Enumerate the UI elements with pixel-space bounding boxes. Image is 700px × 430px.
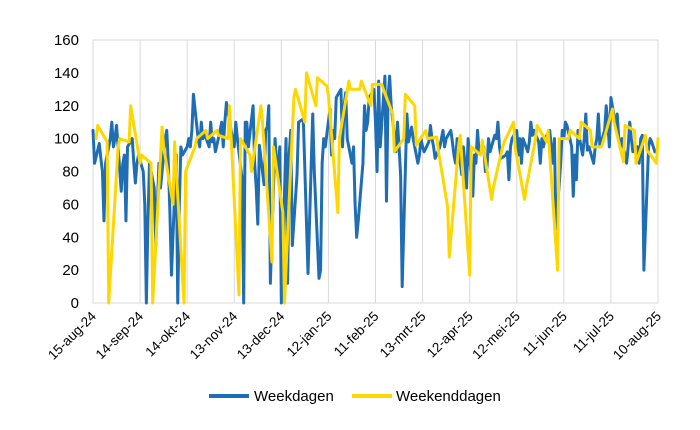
series-line-weekenddagen [94, 71, 660, 305]
legend-label-weekdagen: Weekdagen [254, 388, 334, 405]
x-tick-label: 13-mrt-25 [377, 309, 429, 361]
y-tick-label: 0 [71, 295, 79, 312]
x-tick-label: 11-jun-25 [520, 309, 570, 359]
x-tick-label: 13-dec-24 [234, 308, 288, 362]
x-tick-label: 14-sep-24 [93, 308, 147, 362]
x-tick-label: 12-jan-25 [284, 309, 335, 360]
y-tick-label: 160 [54, 32, 79, 49]
y-tick-label: 40 [62, 229, 79, 246]
x-tick-label: 15-aug-24 [45, 308, 99, 362]
legend: Weekdagen Weekenddagen [209, 388, 501, 405]
y-tick-label: 140 [54, 65, 79, 82]
y-axis-tick-labels: 0 20 40 60 80 100 120 140 160 [54, 32, 79, 312]
series-lines [91, 71, 660, 305]
x-tick-label: 13-nov-24 [187, 308, 241, 362]
x-tick-label: 10-aug-25 [610, 309, 664, 363]
y-tick-label: 60 [62, 196, 79, 213]
x-tick-label: 11-feb-25 [331, 309, 382, 360]
x-tick-label: 12-mei-25 [469, 309, 523, 363]
y-tick-label: 120 [54, 98, 79, 115]
legend-label-weekenddagen: Weekenddagen [396, 388, 501, 405]
x-tick-label: 11-jul-25 [570, 309, 617, 356]
y-tick-label: 80 [62, 164, 79, 181]
x-axis-tick-labels: 15-aug-2414-sep-2414-okt-2413-nov-2413-d… [45, 308, 664, 362]
y-tick-label: 20 [62, 262, 79, 279]
y-tick-label: 100 [54, 131, 79, 148]
x-tick-label: 12-apr-25 [424, 309, 476, 361]
